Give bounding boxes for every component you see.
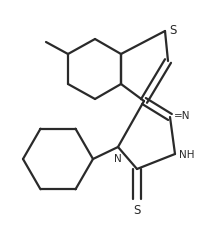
Text: =N: =N [174,110,190,120]
Text: S: S [169,23,176,36]
Text: N: N [114,153,122,163]
Text: S: S [133,203,141,216]
Text: NH: NH [179,149,195,159]
